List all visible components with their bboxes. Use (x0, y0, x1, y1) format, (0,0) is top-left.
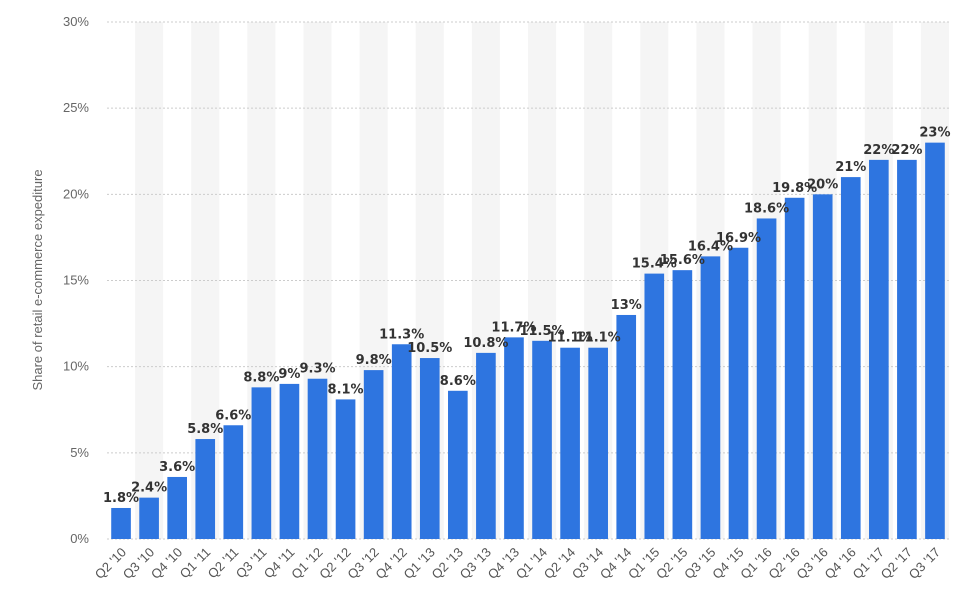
y-tick-label: 5% (70, 445, 89, 460)
data-label: 13% (611, 298, 642, 313)
bar[interactable] (644, 273, 665, 539)
bars (111, 142, 945, 540)
data-label: 16.4% (688, 239, 733, 254)
data-label: 3.6% (159, 460, 195, 475)
y-axis-ticks: 0% 5% 10% 15% 20% 25% 30% (63, 14, 89, 546)
bar[interactable] (111, 507, 131, 539)
bar[interactable] (307, 378, 328, 539)
gridlines (107, 21, 949, 540)
bar[interactable] (335, 399, 356, 539)
y-tick-label: 25% (63, 100, 89, 115)
x-tick-label: Q3 '17 (906, 545, 943, 582)
y-tick-label: 30% (63, 14, 89, 29)
y-tick-label: 15% (63, 273, 89, 288)
data-label: 22% (891, 143, 922, 158)
bar[interactable] (448, 390, 468, 539)
bar[interactable] (756, 218, 777, 539)
bar[interactable] (812, 194, 833, 540)
data-label: 5.8% (187, 422, 223, 437)
x-tick-label: Q1 '11 (177, 545, 214, 582)
bar[interactable] (532, 340, 552, 539)
data-label: 11.1% (548, 331, 593, 346)
bar[interactable] (279, 383, 300, 539)
data-label: 10.5% (407, 341, 452, 356)
bar[interactable] (391, 344, 412, 539)
data-label: 9.3% (299, 362, 335, 377)
bar[interactable] (223, 425, 244, 539)
bar[interactable] (476, 352, 496, 539)
data-label: 1.8% (103, 491, 139, 506)
y-axis-label: Share of retail e-commerce expediture (30, 169, 45, 390)
data-label: 11.3% (379, 327, 424, 342)
y-tick-label: 0% (70, 531, 89, 546)
data-label: 15.4% (632, 257, 677, 272)
x-tick-label: Q4 '10 (148, 545, 185, 582)
data-label: 8.6% (440, 374, 476, 389)
bar[interactable] (616, 314, 637, 539)
data-label: 9% (278, 367, 300, 382)
bar[interactable] (784, 197, 805, 539)
data-label: 22% (863, 143, 894, 158)
bar[interactable] (869, 159, 889, 539)
bar[interactable] (560, 347, 580, 539)
bar[interactable] (251, 387, 272, 539)
data-label: 11.7% (491, 320, 536, 335)
bar[interactable] (363, 370, 384, 539)
data-label: 23% (919, 126, 950, 141)
bar[interactable] (728, 247, 749, 540)
data-label: 10.8% (463, 336, 508, 351)
data-label: 11.5% (519, 324, 564, 339)
data-label: 11.1% (576, 331, 621, 346)
data-label: 19.8% (772, 181, 817, 196)
data-label: 9.8% (356, 353, 392, 368)
data-label: 6.6% (215, 408, 251, 423)
bar[interactable] (419, 358, 440, 539)
bar[interactable] (700, 256, 721, 539)
data-labels: 1.8%2.4% 3.6% 5.8%6.6% 8.8%9%9.3% 8.1% 9.8% 11… (103, 126, 951, 506)
data-label: 18.6% (744, 201, 789, 216)
data-label: 8.8% (243, 370, 279, 385)
data-label: 15.6% (660, 253, 705, 268)
data-label: 2.4% (131, 481, 167, 496)
x-tick-label: Q2 '11 (205, 545, 242, 582)
bar[interactable] (139, 497, 159, 539)
bar[interactable] (672, 270, 693, 539)
x-tick-label: Q3 '11 (233, 545, 270, 582)
bar[interactable] (840, 177, 861, 539)
bar[interactable] (167, 476, 187, 539)
bar[interactable] (195, 439, 216, 539)
data-label: 20% (807, 177, 838, 192)
bar[interactable] (925, 142, 945, 539)
bar[interactable] (504, 337, 524, 539)
y-tick-label: 10% (63, 359, 89, 374)
data-label: 8.1% (328, 382, 364, 397)
y-tick-label: 20% (63, 186, 89, 201)
data-label: 16.9% (716, 231, 761, 246)
bar[interactable] (588, 347, 608, 539)
data-label: 21% (835, 160, 866, 175)
bar[interactable] (897, 159, 917, 539)
